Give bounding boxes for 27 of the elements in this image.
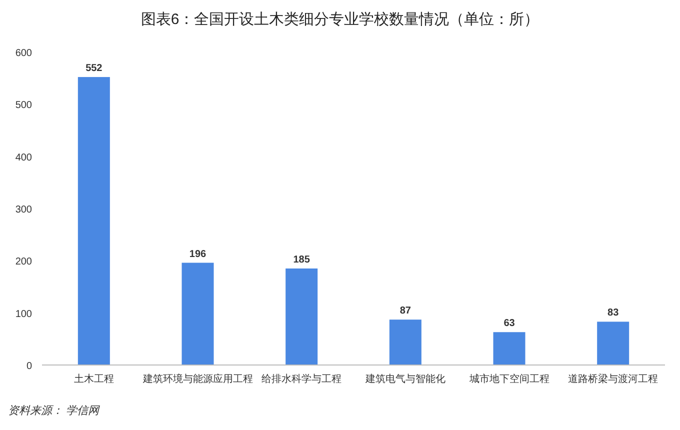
data-label: 63 xyxy=(504,318,516,330)
y-tick-label: 300 xyxy=(15,204,32,216)
data-label: 196 xyxy=(189,248,207,260)
x-tick-label: 建筑电气与智能化 xyxy=(364,373,446,385)
bar xyxy=(493,332,526,365)
y-tick-label: 400 xyxy=(15,152,32,164)
data-label: 87 xyxy=(400,306,412,317)
x-tick-label: 道路桥梁与渡河工程 xyxy=(568,373,658,385)
bar xyxy=(286,268,318,365)
data-label: 83 xyxy=(608,308,620,319)
text: 资料来源： 学信网 xyxy=(8,404,100,417)
x-tick-label: 给排水科学与工程 xyxy=(262,373,342,385)
bar xyxy=(182,262,214,365)
x-tick-label: 土木工程 xyxy=(74,373,114,385)
x-tick-label: 建筑环境与能源应用工程 xyxy=(142,373,253,385)
bar xyxy=(597,322,630,365)
y-tick-label: 100 xyxy=(15,308,32,320)
y-tick-label: 0 xyxy=(26,361,32,372)
bar xyxy=(78,77,110,365)
data-label: 185 xyxy=(293,254,310,266)
y-tick-label: 600 xyxy=(15,48,32,59)
y-tick-label: 500 xyxy=(15,100,32,112)
bar xyxy=(389,320,422,365)
data-label: 552 xyxy=(86,63,103,74)
x-tick-label: 城市地下空间工程 xyxy=(468,373,550,385)
y-tick-label: 200 xyxy=(15,256,32,268)
chart-title: 图表6：全国开设土木类细分专业学校数量情况（单位：所） xyxy=(140,11,540,28)
